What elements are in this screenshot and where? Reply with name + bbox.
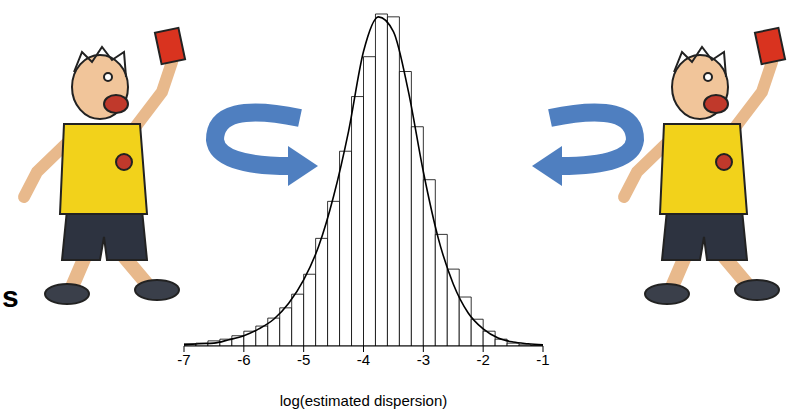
- svg-text:-6: -6: [237, 351, 250, 368]
- svg-text:-1: -1: [536, 351, 549, 368]
- svg-text:-5: -5: [297, 351, 310, 368]
- svg-text:-3: -3: [417, 351, 430, 368]
- svg-text:log(estimated dispersion): log(estimated dispersion): [280, 392, 448, 409]
- svg-text:-2: -2: [476, 351, 489, 368]
- html-text:s: s: [2, 280, 19, 313]
- svg-text:-7: -7: [177, 351, 190, 368]
- svg-text:-4: -4: [357, 351, 370, 368]
